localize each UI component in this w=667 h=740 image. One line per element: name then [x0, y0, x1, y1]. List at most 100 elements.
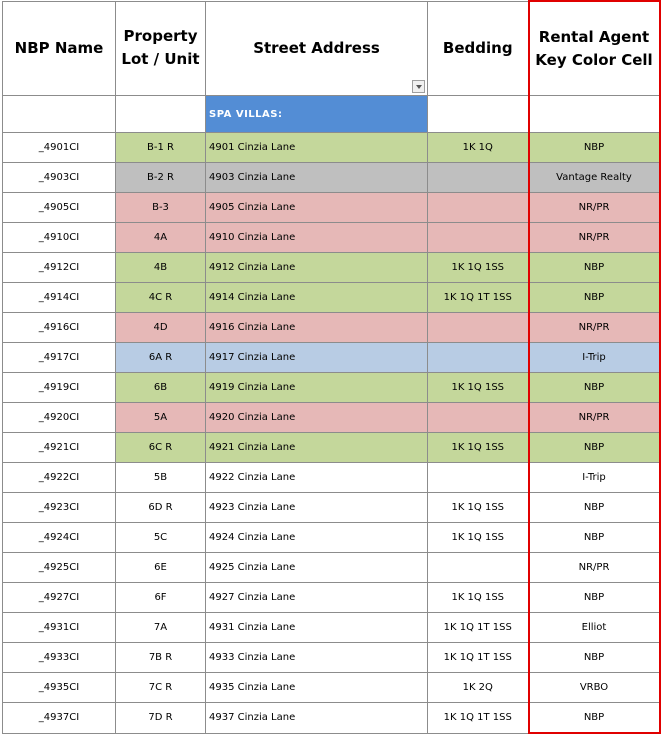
nbp-name-cell[interactable]: _4933CI: [2, 642, 116, 673]
street-address-cell[interactable]: 4923 Cinzia Lane: [205, 492, 428, 523]
lot-unit-cell[interactable]: 4B: [115, 252, 206, 283]
rental-agent-cell[interactable]: Vantage Realty: [527, 162, 661, 193]
nbp-name-cell[interactable]: _4901CI: [2, 132, 116, 163]
rental-agent-cell[interactable]: NBP: [527, 642, 661, 673]
lot-unit-cell[interactable]: 6F: [115, 582, 206, 613]
bedding-cell[interactable]: 1K 1Q 1SS: [427, 432, 529, 463]
cell[interactable]: [427, 95, 529, 133]
nbp-name-cell[interactable]: _4919CI: [2, 372, 116, 403]
street-address-cell[interactable]: 4937 Cinzia Lane: [205, 702, 428, 734]
nbp-name-cell[interactable]: _4935CI: [2, 672, 116, 703]
bedding-cell[interactable]: [427, 552, 529, 583]
rental-agent-cell[interactable]: NBP: [527, 492, 661, 523]
nbp-name-cell[interactable]: _4905CI: [2, 192, 116, 223]
street-address-cell[interactable]: 4901 Cinzia Lane: [205, 132, 428, 163]
header-rental-agent[interactable]: Rental Agent Key Color Cell: [527, 0, 661, 96]
header-street-address[interactable]: Street Address: [205, 0, 428, 96]
rental-agent-cell[interactable]: NR/PR: [527, 222, 661, 253]
lot-unit-cell[interactable]: B-1 R: [115, 132, 206, 163]
street-address-cell[interactable]: 4903 Cinzia Lane: [205, 162, 428, 193]
nbp-name-cell[interactable]: _4922CI: [2, 462, 116, 493]
rental-agent-cell[interactable]: NBP: [527, 372, 661, 403]
bedding-cell[interactable]: [427, 462, 529, 493]
lot-unit-cell[interactable]: 6E: [115, 552, 206, 583]
rental-agent-cell[interactable]: I-Trip: [527, 462, 661, 493]
bedding-cell[interactable]: 1K 1Q 1SS: [427, 582, 529, 613]
street-address-cell[interactable]: 4933 Cinzia Lane: [205, 642, 428, 673]
cell[interactable]: [115, 95, 206, 133]
rental-agent-cell[interactable]: NBP: [527, 582, 661, 613]
bedding-cell[interactable]: [427, 402, 529, 433]
lot-unit-cell[interactable]: 6A R: [115, 342, 206, 373]
nbp-name-cell[interactable]: _4912CI: [2, 252, 116, 283]
nbp-name-cell[interactable]: _4910CI: [2, 222, 116, 253]
bedding-cell[interactable]: 1K 1Q 1SS: [427, 252, 529, 283]
street-address-cell[interactable]: 4935 Cinzia Lane: [205, 672, 428, 703]
lot-unit-cell[interactable]: 4C R: [115, 282, 206, 313]
nbp-name-cell[interactable]: _4916CI: [2, 312, 116, 343]
rental-agent-cell[interactable]: NBP: [527, 522, 661, 553]
lot-unit-cell[interactable]: B-2 R: [115, 162, 206, 193]
rental-agent-cell[interactable]: NBP: [527, 702, 661, 734]
cell[interactable]: [2, 95, 116, 133]
street-address-cell[interactable]: 4916 Cinzia Lane: [205, 312, 428, 343]
nbp-name-cell[interactable]: _4931CI: [2, 612, 116, 643]
street-address-cell[interactable]: 4922 Cinzia Lane: [205, 462, 428, 493]
header-lot-unit[interactable]: Property Lot / Unit: [115, 0, 206, 96]
rental-agent-cell[interactable]: VRBO: [527, 672, 661, 703]
bedding-cell[interactable]: 1K 2Q: [427, 672, 529, 703]
street-address-cell[interactable]: 4905 Cinzia Lane: [205, 192, 428, 223]
lot-unit-cell[interactable]: 5C: [115, 522, 206, 553]
street-address-cell[interactable]: 4920 Cinzia Lane: [205, 402, 428, 433]
bedding-cell[interactable]: 1K 1Q: [427, 132, 529, 163]
street-address-cell[interactable]: 4931 Cinzia Lane: [205, 612, 428, 643]
bedding-cell[interactable]: [427, 162, 529, 193]
lot-unit-cell[interactable]: 6C R: [115, 432, 206, 463]
street-address-cell[interactable]: 4925 Cinzia Lane: [205, 552, 428, 583]
bedding-cell[interactable]: 1K 1Q 1T 1SS: [427, 702, 529, 734]
street-address-cell[interactable]: 4924 Cinzia Lane: [205, 522, 428, 553]
nbp-name-cell[interactable]: _4914CI: [2, 282, 116, 313]
lot-unit-cell[interactable]: 7D R: [115, 702, 206, 734]
street-address-cell[interactable]: 4921 Cinzia Lane: [205, 432, 428, 463]
bedding-cell[interactable]: 1K 1Q 1T 1SS: [427, 642, 529, 673]
bedding-cell[interactable]: 1K 1Q 1SS: [427, 372, 529, 403]
header-nbp-name[interactable]: NBP Name: [2, 0, 116, 96]
rental-agent-cell[interactable]: NBP: [527, 132, 661, 163]
bedding-cell[interactable]: [427, 192, 529, 223]
lot-unit-cell[interactable]: 7B R: [115, 642, 206, 673]
rental-agent-cell[interactable]: Elliot: [527, 612, 661, 643]
header-bedding[interactable]: Bedding: [427, 0, 529, 96]
lot-unit-cell[interactable]: 4A: [115, 222, 206, 253]
cell[interactable]: [527, 95, 661, 133]
bedding-cell[interactable]: 1K 1Q 1SS: [427, 492, 529, 523]
nbp-name-cell[interactable]: _4923CI: [2, 492, 116, 523]
street-address-cell[interactable]: 4917 Cinzia Lane: [205, 342, 428, 373]
nbp-name-cell[interactable]: _4927CI: [2, 582, 116, 613]
bedding-cell[interactable]: [427, 342, 529, 373]
lot-unit-cell[interactable]: 6D R: [115, 492, 206, 523]
rental-agent-cell[interactable]: NR/PR: [527, 312, 661, 343]
lot-unit-cell[interactable]: B-3: [115, 192, 206, 223]
nbp-name-cell[interactable]: _4903CI: [2, 162, 116, 193]
bedding-cell[interactable]: 1K 1Q 1T 1SS: [427, 282, 529, 313]
rental-agent-cell[interactable]: NR/PR: [527, 402, 661, 433]
lot-unit-cell[interactable]: 5A: [115, 402, 206, 433]
street-address-cell[interactable]: 4914 Cinzia Lane: [205, 282, 428, 313]
rental-agent-cell[interactable]: NBP: [527, 432, 661, 463]
street-address-cell[interactable]: 4927 Cinzia Lane: [205, 582, 428, 613]
rental-agent-cell[interactable]: I-Trip: [527, 342, 661, 373]
lot-unit-cell[interactable]: 4D: [115, 312, 206, 343]
filter-dropdown-icon[interactable]: [412, 80, 425, 93]
street-address-cell[interactable]: 4912 Cinzia Lane: [205, 252, 428, 283]
nbp-name-cell[interactable]: _4921CI: [2, 432, 116, 463]
section-label-spa-villas[interactable]: SPA VILLAS:: [205, 95, 428, 133]
bedding-cell[interactable]: [427, 222, 529, 253]
nbp-name-cell[interactable]: _4917CI: [2, 342, 116, 373]
bedding-cell[interactable]: [427, 312, 529, 343]
street-address-cell[interactable]: 4919 Cinzia Lane: [205, 372, 428, 403]
street-address-cell[interactable]: 4910 Cinzia Lane: [205, 222, 428, 253]
bedding-cell[interactable]: 1K 1Q 1SS: [427, 522, 529, 553]
nbp-name-cell[interactable]: _4937CI: [2, 702, 116, 734]
rental-agent-cell[interactable]: NR/PR: [527, 552, 661, 583]
